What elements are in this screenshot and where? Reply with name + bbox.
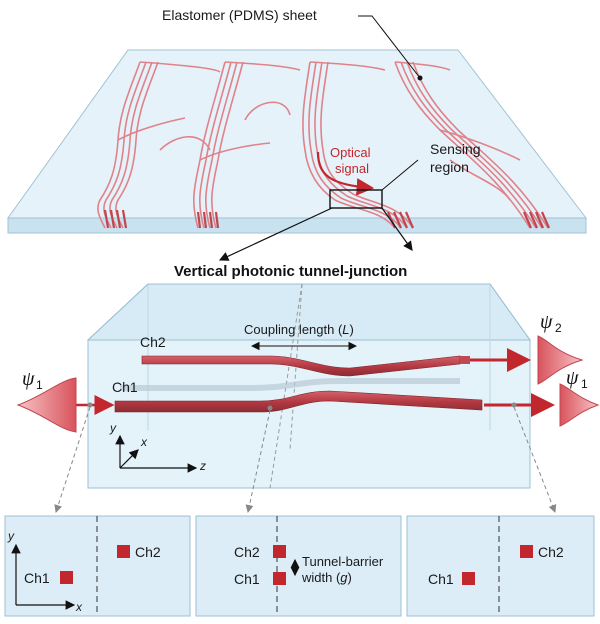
optical-signal-arrow [316,151,375,196]
axis-y-label: y [109,421,117,435]
sensing-pointer-line [381,159,419,191]
optical-signal-label: Optical [330,145,371,160]
sheet-pointer-dot [417,75,423,81]
psi2-out-label: ψ [540,311,553,333]
block-front-face [87,339,531,489]
sheet-front-edge [7,217,587,234]
psi1-in-label: ψ [22,368,35,390]
cross-section-input: Ch1 Ch2 y x [4,515,191,617]
sensing-region-box [329,189,383,209]
ch2-core-right [520,545,533,558]
junction-title: Vertical photonic tunnel-junction [174,263,407,280]
axis-x-label: x [140,435,148,449]
ch1-label: Ch1 [112,379,138,395]
input-gaussian [16,377,77,433]
ch1-label-left: Ch1 [24,570,50,586]
ch1-waveguide [114,390,483,413]
pdms-sheet-illustration: Optical signal Sensing region Elastomer … [7,7,588,261]
axis-z-label: z [199,459,206,473]
output-gaussian-ch1 [559,383,600,427]
psi2-out-sub: 2 [555,321,562,335]
sheet-pointer-line [358,15,421,79]
junction-block [86,283,531,489]
ch1-label-right: Ch1 [428,571,454,587]
ch1-label-center: Ch1 [234,571,260,587]
cross-section-output: Ch1 Ch2 [406,515,595,617]
psi1-out-label: ψ [566,367,579,389]
ch2-label-left: Ch2 [135,544,161,560]
psi1-out-sub: 1 [581,377,588,391]
axis-y-label-left: y [7,529,15,543]
ch1-core-center [273,572,286,585]
sheet-label: Elastomer (PDMS) sheet [162,7,317,23]
waveguide-ends [103,209,551,229]
ch2-core [117,545,130,558]
ch1-core-right [462,572,475,585]
sensing-region-label-2: region [430,159,469,175]
ch2-label-right: Ch2 [538,544,564,560]
psi1-in-sub: 1 [36,378,43,392]
ch2-label-center: Ch2 [234,544,260,560]
zoom-arrow-right [381,207,413,251]
sensing-region-label: Sensing [430,141,481,157]
sheet-top-face [7,49,588,219]
ch2-label: Ch2 [140,334,166,350]
waveguide-network [97,61,549,229]
ch1-core [60,571,73,584]
axes-3d: y x z [109,421,206,473]
barrier-label: Tunnel-barrier [302,554,384,569]
waveguide-shadows [120,378,460,391]
output-gaussian-ch2 [537,335,584,385]
zoom-arrow-left [218,207,333,261]
optical-signal-label-2: signal [335,161,369,176]
coupling-length-label: Coupling length (L) [244,322,354,337]
axis-x-label-left: x [75,600,83,614]
ch2-core-center [273,545,286,558]
barrier-label-2: width (g) [301,570,352,585]
cross-section-coupling: Ch2 Ch1 Tunnel-barrier width (g) [195,515,402,617]
